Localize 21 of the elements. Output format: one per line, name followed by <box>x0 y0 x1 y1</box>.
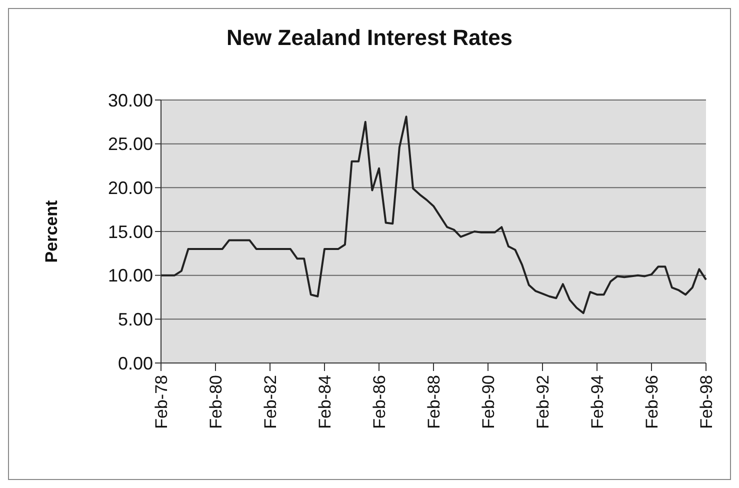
y-tick-label: 0.00 <box>118 353 153 374</box>
x-tick-label: Feb-96 <box>642 375 662 429</box>
y-axis-title: Percent <box>42 200 62 263</box>
x-tick-label: Feb-80 <box>206 375 226 429</box>
x-tick-label: Feb-84 <box>316 375 334 429</box>
x-tick-label: Feb-92 <box>534 375 552 429</box>
y-tick-label: 15.00 <box>108 222 153 242</box>
y-tick-label: 30.00 <box>108 90 153 110</box>
y-tick-label: 20.00 <box>108 178 153 198</box>
y-tick-label: 5.00 <box>118 310 153 330</box>
x-tick-label: Feb-86 <box>370 375 389 429</box>
x-tick-label: Feb-90 <box>479 375 498 429</box>
x-tick-label: Feb-88 <box>424 375 444 429</box>
y-tick-label: 25.00 <box>108 134 153 154</box>
x-tick-label: Feb-98 <box>697 375 716 429</box>
x-tick-label: Feb-78 <box>152 375 171 429</box>
y-tick-label: 10.00 <box>108 266 153 286</box>
chart-title: New Zealand Interest Rates <box>225 25 514 51</box>
line-series <box>160 116 707 314</box>
x-tick-label: Feb-82 <box>261 375 280 429</box>
x-tick-label: Feb-94 <box>588 375 607 429</box>
